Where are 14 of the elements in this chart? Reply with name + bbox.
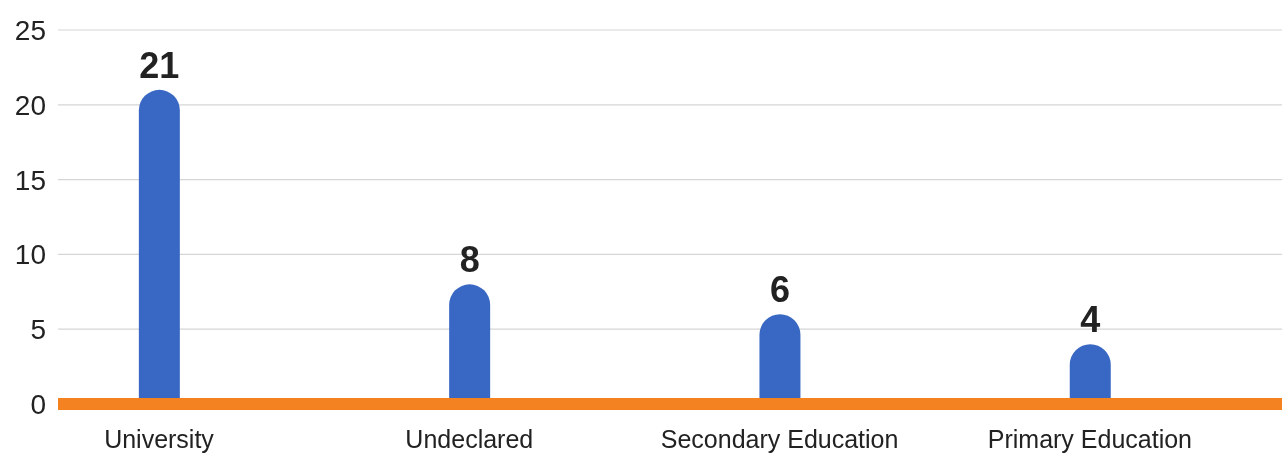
x-tick-label: University (104, 424, 215, 453)
y-tick-label: 25 (14, 14, 46, 46)
y-tick-label: 15 (14, 164, 46, 196)
data-label: 4 (1080, 299, 1101, 341)
y-tick-label: 0 (30, 388, 46, 420)
data-label: 6 (769, 269, 790, 311)
x-tick-label: Secondary Education (660, 424, 899, 453)
x-tick-label: Undeclared (405, 424, 534, 453)
y-tick-label: 10 (14, 239, 46, 271)
y-tick-label: 20 (14, 89, 46, 121)
data-label: 8 (459, 239, 480, 281)
data-label: 21 (139, 44, 180, 86)
y-tick-label: 5 (30, 314, 46, 346)
x-tick-label: Primary Education (987, 424, 1193, 453)
